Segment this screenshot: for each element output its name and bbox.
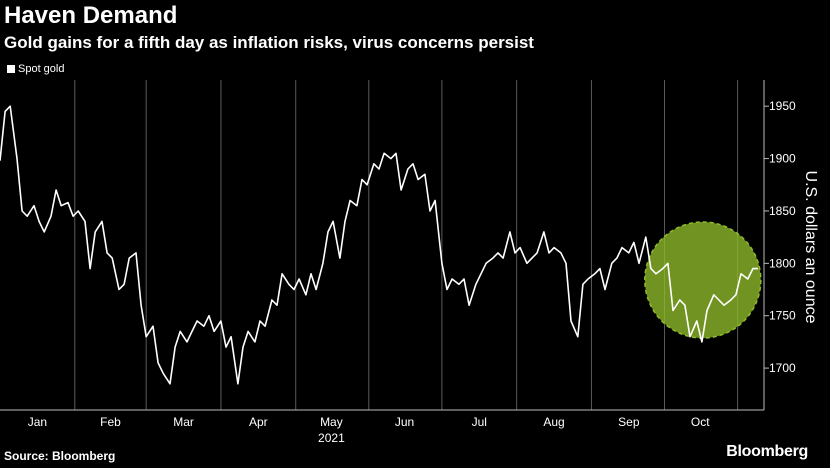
y-tick-label-1750: 1750	[769, 309, 796, 323]
y-axis-label: U.S. dollars an ounce	[802, 170, 819, 324]
source-text: Source: Bloomberg	[4, 449, 116, 463]
x-tick-label-sep: Sep	[618, 415, 640, 429]
x-tick-label-jan: Jan	[28, 415, 47, 429]
line-layer	[0, 105, 758, 385]
legend-label: Spot gold	[18, 63, 65, 75]
x-tick-label-feb: Feb	[100, 415, 121, 429]
chart-title: Haven Demand	[4, 2, 178, 29]
highlight-layer	[644, 221, 762, 339]
y-tick-label-1950: 1950	[769, 99, 796, 113]
x-tick-label-aug: Aug	[543, 415, 564, 429]
y-tick-label-1850: 1850	[769, 204, 796, 218]
axis-layer: 1700 1750 1800 1850 1900 1950 Jan Feb Mar Apr May J…	[0, 80, 796, 445]
brand-logo-text: Bloomberg	[726, 443, 808, 460]
legend-swatch	[7, 65, 15, 73]
x-tick-label-jun: Jun	[395, 415, 414, 429]
x-year-label: 2021	[318, 431, 345, 445]
x-tick-label-apr: Apr	[249, 415, 268, 429]
x-tick-label-may: May	[320, 415, 343, 429]
y-tick-label-1900: 1900	[769, 152, 796, 166]
legend: Spot gold	[7, 63, 64, 75]
y-tick-label-1700: 1700	[769, 361, 796, 375]
x-tick-label-jul: Jul	[472, 415, 487, 429]
x-tick-label-mar: Mar	[173, 415, 194, 429]
chart-subtitle: Gold gains for a fifth day as inflation …	[4, 33, 534, 52]
x-tick-label-oct: Oct	[691, 415, 710, 429]
highlight-circle	[644, 221, 762, 339]
series-line-spot-gold	[0, 105, 758, 385]
y-tick-label-1800: 1800	[769, 256, 796, 270]
grid-layer	[74, 80, 739, 410]
